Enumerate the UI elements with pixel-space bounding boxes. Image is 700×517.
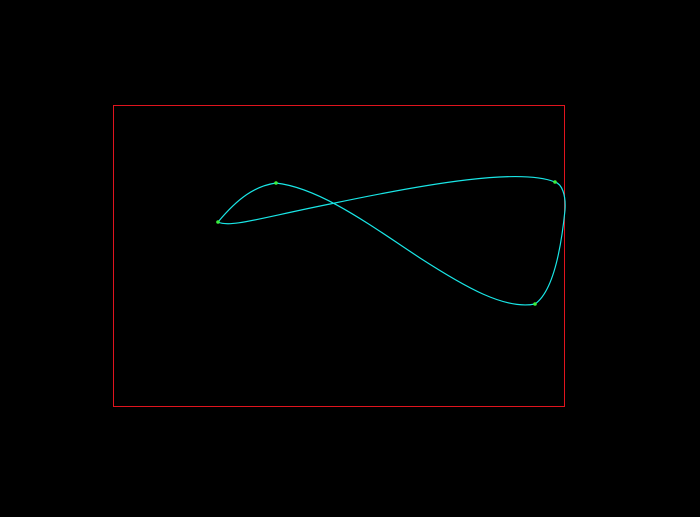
- control-point[interactable]: [553, 180, 557, 184]
- control-point[interactable]: [274, 181, 278, 185]
- control-point[interactable]: [533, 302, 537, 306]
- curve-bounding-box: [113, 105, 565, 407]
- control-point[interactable]: [216, 220, 220, 224]
- spline-curve[interactable]: [217, 175, 566, 306]
